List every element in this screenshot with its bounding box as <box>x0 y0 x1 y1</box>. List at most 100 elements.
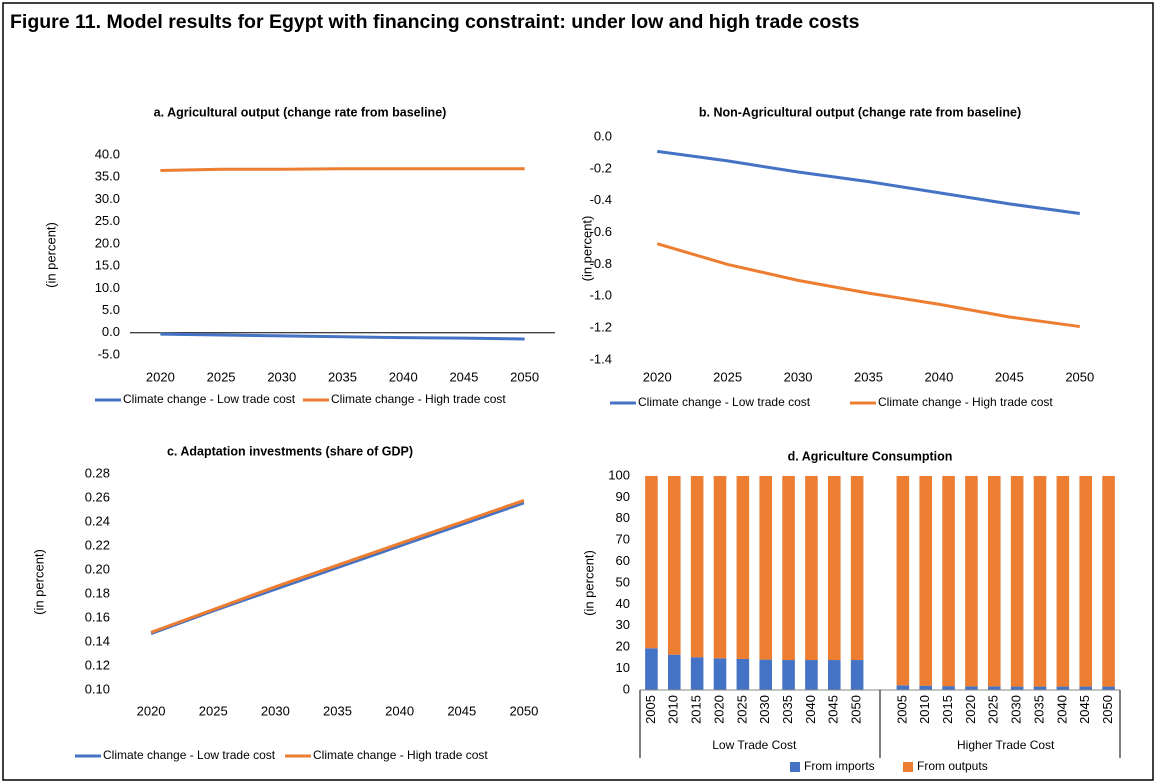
y-tick-label: 0.20 <box>85 561 110 576</box>
bar-segment <box>988 686 1001 690</box>
legend-label: Climate change - High trade cost <box>331 392 506 406</box>
y-tick-label: 100 <box>608 467 630 482</box>
bar-segment <box>1102 476 1115 687</box>
bar-segment <box>1010 476 1024 687</box>
bar-segment <box>759 476 772 660</box>
bar-segment <box>805 476 818 661</box>
x-tick-label: 2030 <box>1009 695 1024 724</box>
legend-swatch <box>790 762 800 772</box>
y-axis-label: (in percent) <box>581 550 596 616</box>
x-tick-label: 2045 <box>826 695 841 724</box>
x-tick-label: 2035 <box>780 695 795 724</box>
x-tick-label: 2050 <box>509 703 538 718</box>
x-tick-label: 2005 <box>643 695 658 724</box>
x-tick-label: 2015 <box>689 695 704 724</box>
x-tick-label: 2025 <box>713 369 742 384</box>
bar-segment <box>1102 686 1115 690</box>
y-tick-label: 50 <box>616 574 630 589</box>
y-tick-label: 25.0 <box>95 213 120 228</box>
bar-segment <box>668 654 681 690</box>
x-tick-label: 2035 <box>1031 695 1046 724</box>
y-tick-label: 0.22 <box>85 537 110 552</box>
line <box>150 501 525 636</box>
bar-segment <box>645 648 658 690</box>
chart-title: a. Agricultural output (change rate from… <box>154 105 447 119</box>
group-label: Higher Trade Cost <box>957 738 1055 752</box>
line <box>656 242 1080 329</box>
bar-segment <box>690 476 704 658</box>
y-tick-label: 0.16 <box>85 609 110 624</box>
x-tick-label: 2045 <box>1077 695 1092 724</box>
bar-segment <box>1079 686 1092 690</box>
bar-segment <box>736 476 750 659</box>
y-tick-label: 40.0 <box>95 146 120 161</box>
bar-segment <box>942 686 955 690</box>
legend-label: Climate change - Low trade cost <box>638 395 811 409</box>
x-tick-label: 2020 <box>963 695 978 724</box>
bar-segment <box>965 476 978 687</box>
x-tick-label: 2050 <box>849 695 864 724</box>
bar-segment <box>896 685 910 690</box>
x-tick-label: 2030 <box>784 369 813 384</box>
y-tick-label: 40 <box>616 596 630 611</box>
line <box>160 167 525 173</box>
y-tick-label: 30 <box>616 617 630 632</box>
bar-segment <box>1079 476 1092 687</box>
y-tick-label: 0.18 <box>85 585 110 600</box>
y-tick-label: -1.4 <box>590 351 612 366</box>
bar-segment <box>782 660 795 690</box>
x-tick-label: 2050 <box>510 369 539 384</box>
y-tick-label: 20.0 <box>95 235 120 250</box>
x-tick-label: 2045 <box>449 369 478 384</box>
x-tick-label: 2040 <box>389 369 418 384</box>
y-tick-label: -0.6 <box>590 224 612 239</box>
y-axis-label: (in percent) <box>579 216 594 282</box>
x-tick-label: 2035 <box>328 369 357 384</box>
x-tick-label: 2005 <box>894 695 909 724</box>
bar-segment <box>736 658 750 690</box>
y-tick-label: 0 <box>623 681 630 696</box>
y-tick-label: -0.4 <box>590 192 612 207</box>
y-tick-label: 80 <box>616 510 630 525</box>
chart-title: c. Adaptation investments (share of GDP) <box>167 444 413 458</box>
y-tick-label: 0.24 <box>85 513 110 528</box>
x-tick-label: 2045 <box>447 703 476 718</box>
y-tick-label: 35.0 <box>95 169 120 184</box>
y-tick-label: 0.14 <box>85 633 110 648</box>
x-tick-label: 2025 <box>199 703 228 718</box>
bar-segment <box>645 476 658 649</box>
bar-segment <box>1033 476 1047 687</box>
bar-segment <box>988 476 1001 687</box>
y-tick-label: 30.0 <box>95 191 120 206</box>
line <box>150 498 525 634</box>
bar-segment <box>782 476 795 661</box>
y-tick-label: 15.0 <box>95 258 120 273</box>
y-tick-label: 0.26 <box>85 489 110 504</box>
y-tick-label: 5.0 <box>102 302 120 317</box>
y-tick-label: 0.10 <box>85 681 110 696</box>
x-tick-label: 2015 <box>940 695 955 724</box>
x-tick-label: 2040 <box>803 695 818 724</box>
x-tick-label: 2010 <box>917 695 932 724</box>
x-tick-label: 2025 <box>734 695 749 724</box>
x-tick-label: 2030 <box>267 369 296 384</box>
bar-segment <box>919 476 932 686</box>
bar-segment <box>805 660 818 690</box>
y-tick-label: 10 <box>616 660 630 675</box>
legend-label: Climate change - Low trade cost <box>103 748 276 762</box>
y-tick-label: 20 <box>616 639 630 654</box>
figure-title: Figure 11. Model results for Egypt with … <box>10 11 860 33</box>
bar-segment <box>828 660 841 690</box>
bar-segment <box>1056 686 1070 690</box>
line <box>657 149 1080 215</box>
y-tick-label: 70 <box>616 532 630 547</box>
bar-segment <box>668 476 681 655</box>
legend-label: From imports <box>804 759 875 773</box>
legend-swatch <box>903 762 913 772</box>
y-tick-label: 60 <box>616 553 630 568</box>
y-tick-label: 90 <box>616 489 630 504</box>
y-tick-label: 0.28 <box>85 465 110 480</box>
bar-segment <box>850 476 864 661</box>
